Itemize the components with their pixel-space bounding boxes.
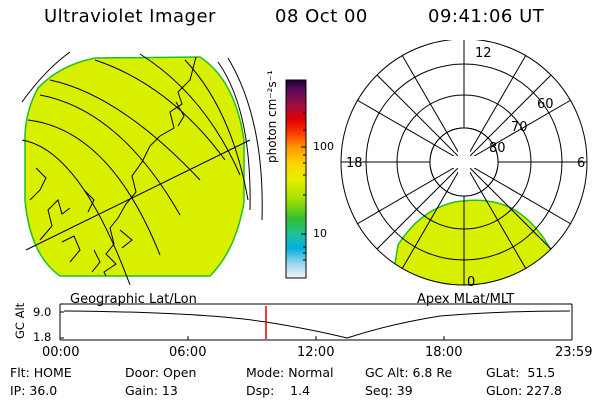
mlat-label-80: 80: [489, 141, 506, 156]
info-flt: Flt: HOME: [10, 365, 72, 380]
colorbar-tick-100: 100: [313, 140, 334, 153]
mlt-label-6: 6: [577, 156, 586, 171]
geographic-caption: Geographic Lat/Lon: [70, 292, 197, 307]
x-tick-1800: 18:00: [425, 345, 463, 360]
gc-alt-axis-label: GC Alt: [13, 302, 27, 339]
gc-alt-y-top: 9.0: [33, 305, 52, 319]
colorbar: [285, 79, 307, 279]
x-tick-2359: 23:59: [555, 345, 593, 360]
limb-arcs: [21, 51, 263, 221]
image-time: 09:41:06 UT: [428, 6, 545, 27]
info-seq: Seq: 39: [365, 383, 413, 398]
image-date: 08 Oct 00: [275, 6, 368, 27]
info-gc-alt: GC Alt: 6.8 Re: [365, 365, 453, 380]
imager-title: Ultraviolet Imager: [44, 6, 216, 27]
coastline: [29, 57, 197, 276]
info-door: Door: Open: [125, 365, 197, 380]
info-glat: GLat: 51.5: [486, 365, 556, 380]
info-glon: GLon: 227.8: [486, 383, 562, 398]
colorbar-tick-10: 10: [313, 227, 327, 240]
x-tick-0600: 06:00: [169, 345, 207, 360]
info-gain: Gain: 13: [125, 383, 178, 398]
info-dsp: Dsp: 1.4: [246, 383, 311, 398]
aurora-coverage: [24, 56, 245, 277]
polar-plot: [340, 40, 588, 286]
gc-alt-y-bottom: 1.8: [33, 330, 52, 344]
geographic-map: [21, 51, 263, 286]
colorbar-label: photon cm⁻²s⁻¹: [265, 70, 279, 163]
map-grid: [21, 53, 251, 286]
apex-caption: Apex MLat/MLT: [417, 292, 515, 307]
x-tick-1200: 12:00: [297, 345, 335, 360]
altitude-curve: [63, 310, 571, 339]
altitude-strip: [59, 303, 573, 341]
mlat-label-70: 70: [511, 120, 528, 135]
mlt-label-0: 0: [467, 275, 476, 290]
mlt-label-12: 12: [475, 46, 492, 61]
info-mode: Mode: Normal: [246, 365, 334, 380]
x-tick-0000: 00:00: [42, 345, 80, 360]
mlat-label-60: 60: [537, 97, 554, 112]
colorbar-ticks: [301, 112, 306, 261]
mlt-label-18: 18: [346, 156, 363, 171]
info-ip: IP: 36.0: [10, 383, 58, 398]
